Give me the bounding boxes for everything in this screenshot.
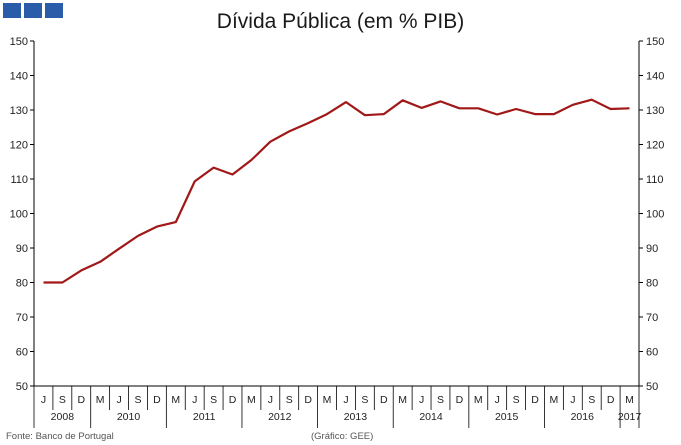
x-year-label: 2012 [268,411,292,423]
x-quarter-label: M [96,394,105,406]
x-year-label: 2010 [117,411,141,423]
x-quarter-label: D [607,394,615,406]
credit-note: (Gráfico: GEE) [311,431,374,442]
y-tick-label-left: 50 [16,381,28,393]
x-quarter-label: D [77,394,85,406]
x-quarter-label: S [513,394,520,406]
x-quarter-label: J [343,394,348,406]
logo-block [45,3,63,18]
y-tick-label-left: 100 [10,209,28,221]
y-tick-label-right: 150 [646,36,664,48]
y-tick-label-left: 140 [10,71,28,83]
x-quarter-label: D [153,394,161,406]
chart-title: Dívida Pública (em % PIB) [216,10,465,33]
x-quarter-label: M [398,394,407,406]
x-quarter-label: J [41,394,46,406]
x-quarter-label: S [286,394,293,406]
y-tick-label-left: 70 [16,312,28,324]
x-quarter-label: S [588,394,595,406]
x-quarter-label: J [192,394,197,406]
x-quarter-label: J [116,394,121,406]
y-tick-label-right: 140 [646,71,664,83]
logo-block [3,3,21,18]
x-quarter-label: M [323,394,332,406]
y-tick-label-right: 120 [646,140,664,152]
y-tick-label-left: 110 [10,174,28,186]
source-note: Fonte: Banco de Portugal [6,431,114,442]
y-tick-label-right: 50 [646,381,658,393]
x-quarter-label: S [210,394,217,406]
y-tick-label-right: 80 [646,278,658,290]
y-tick-label-right: 110 [646,174,664,186]
x-quarter-label: M [625,394,634,406]
y-tick-label-right: 60 [646,347,658,359]
x-quarter-label: S [361,394,368,406]
x-quarter-label: J [268,394,273,406]
x-quarter-label: D [531,394,539,406]
x-year-label: 2008 [51,411,75,423]
y-tick-label-right: 130 [646,105,664,117]
x-year-label: 2011 [193,411,216,423]
x-quarter-label: D [304,394,312,406]
y-tick-label-right: 90 [646,243,658,255]
x-quarter-label: S [59,394,66,406]
x-year-label: 2016 [571,411,595,423]
x-quarter-label: J [570,394,575,406]
y-tick-label-left: 90 [16,243,28,255]
x-quarter-label: J [419,394,424,406]
y-tick-label-right: 70 [646,312,658,324]
y-tick-label-left: 80 [16,278,28,290]
logo-block [24,3,42,18]
x-quarter-label: D [456,394,464,406]
x-year-label: 2014 [419,411,443,423]
x-year-label: 2015 [495,411,519,423]
y-tick-label-left: 120 [10,140,28,152]
series-line-divida-publica [43,98,630,284]
x-quarter-label: S [134,394,141,406]
y-tick-label-left: 60 [16,347,28,359]
y-tick-label-right: 100 [646,209,664,221]
x-quarter-label: D [229,394,237,406]
x-quarter-label: S [437,394,444,406]
x-quarter-label: J [495,394,500,406]
x-quarter-label: D [380,394,388,406]
x-year-label: 2013 [344,411,368,423]
x-quarter-label: M [247,394,256,406]
y-tick-label-left: 130 [10,105,28,117]
x-year-label: 2017 [618,411,642,423]
x-quarter-label: M [474,394,483,406]
logo [3,3,63,18]
x-quarter-label: M [171,394,180,406]
y-tick-label-left: 150 [10,36,28,48]
x-quarter-label: M [550,394,559,406]
